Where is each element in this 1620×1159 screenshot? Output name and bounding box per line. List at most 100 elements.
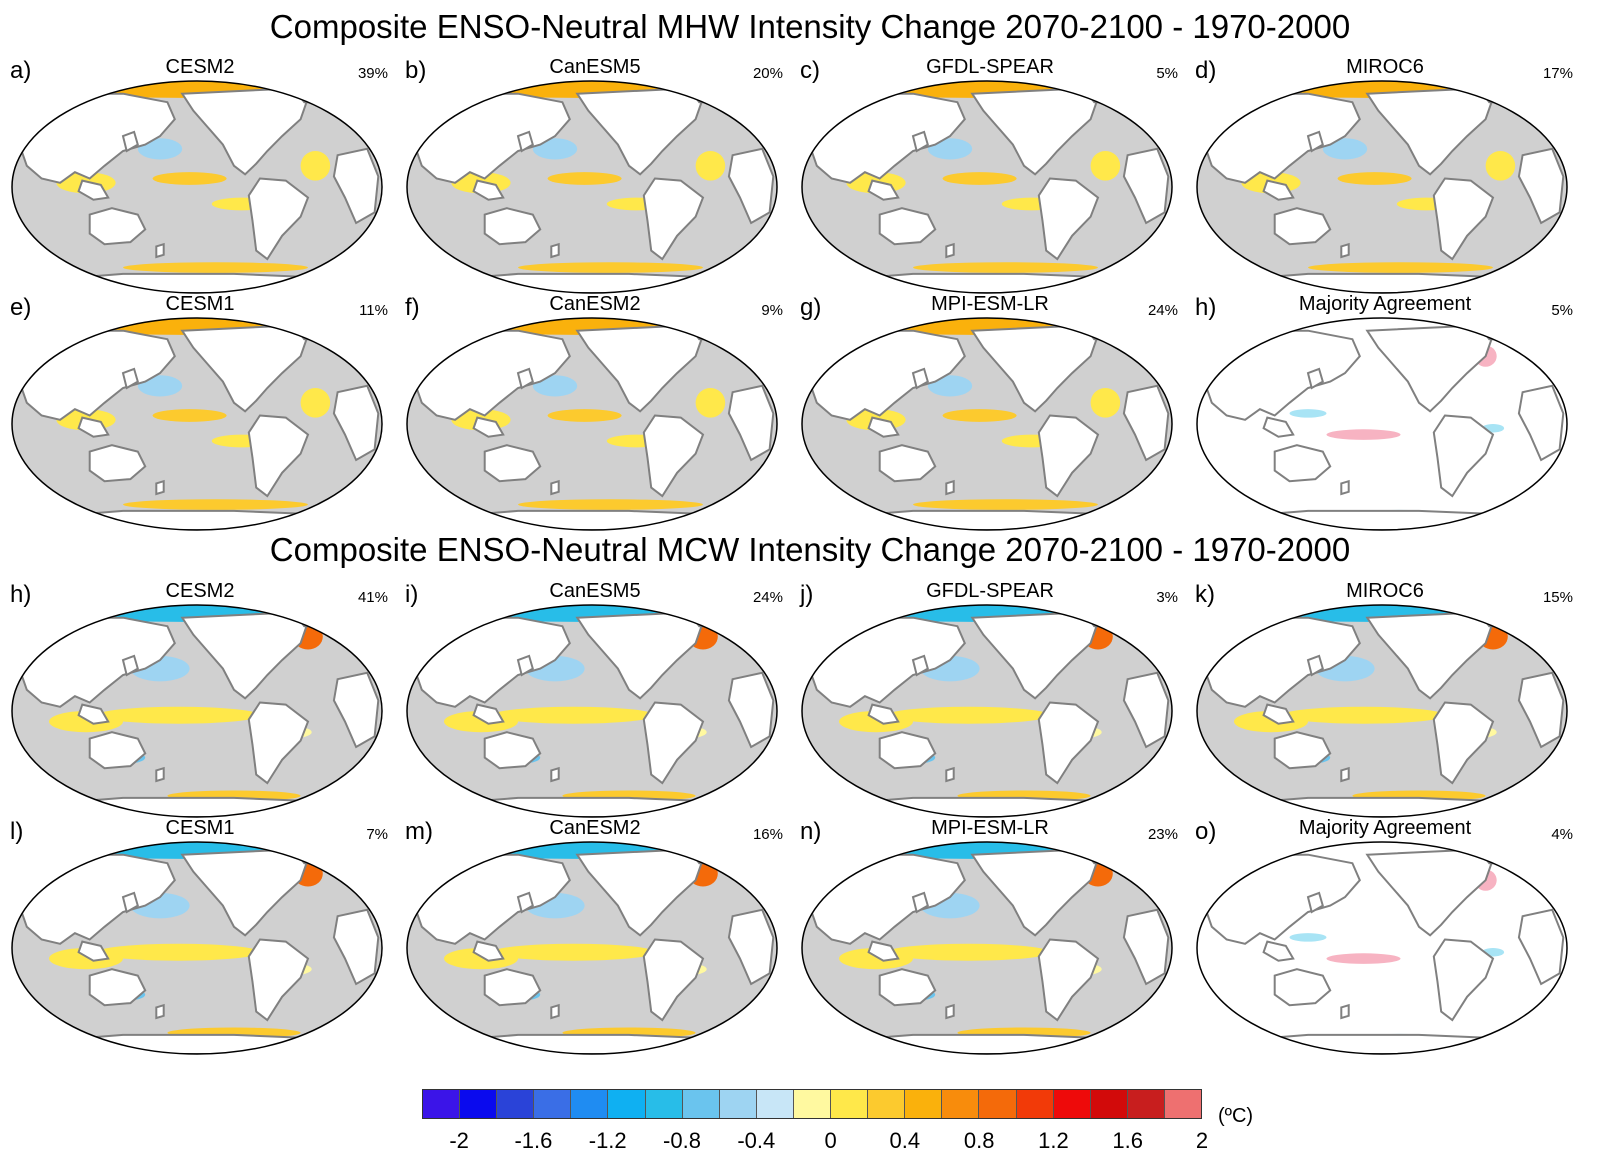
map-panel: d) MIROC6 17% [1195,56,1575,297]
colorbar-box [905,1090,943,1118]
panel-letter: k) [1195,581,1215,608]
continent-samerica [642,938,705,1022]
continent-antarctica [436,1033,734,1054]
continent-africa [727,908,775,986]
continent-japan [516,130,534,153]
colorbar-box [1016,1090,1054,1118]
continent-seasia [472,179,505,201]
world-map [11,317,383,531]
panel-model-name: Majority Agreement [1298,817,1472,839]
continent-antarctica [41,509,339,530]
panel-model-name: CESM1 [165,293,235,315]
continent-samerica [1037,414,1100,498]
continent-japan [1306,654,1324,677]
colorbar-tick-label: -2 [449,1128,469,1153]
anomaly-patch [1090,150,1121,181]
anomaly-patch [492,706,655,724]
continent-antarctica [831,1033,1129,1054]
continent-nz [155,766,165,783]
continent-samerica [247,177,310,261]
world-map [1196,317,1568,531]
continent-seasia [867,940,900,962]
panel-letter: i) [405,581,419,608]
colorbar-box [497,1090,535,1118]
anomaly-patch [695,387,726,418]
panel-letter: j) [800,581,814,608]
mhw-title: Composite ENSO-Neutral MHW Intensity Cha… [269,8,1351,45]
continent-antarctica [41,1033,339,1054]
continent-antarctica [436,509,734,530]
continent-africa [1122,908,1170,986]
continent-samerica [1037,938,1100,1022]
continent-australia [483,968,542,1007]
world-map [406,80,778,294]
continent-africa [1517,671,1565,749]
map-outline [801,604,1173,818]
anomaly-patch [518,262,703,273]
panel-area-percent: 11% [359,302,388,319]
continent-nz [155,1003,165,1020]
colorbar-box [682,1090,720,1118]
map-panel: f) CanESM2 9% [405,293,785,534]
world-map [801,841,1173,1055]
continent-japan [516,654,534,677]
anomaly-patch [1289,933,1327,942]
colorbar-tick-label: 0.8 [963,1128,995,1153]
anomaly-patch [97,706,260,724]
colorbar-tick-label: -1.6 [514,1128,553,1153]
map-outline [1196,841,1568,1055]
map-outline [406,604,778,818]
anomaly-patch [1485,150,1516,181]
map-panel: j) GFDL-SPEAR 3% [800,580,1180,821]
continent-antarctica [436,272,734,293]
continent-antarctica [1226,272,1524,293]
colorbar-box [756,1090,794,1118]
continent-antarctica [1226,509,1524,530]
anomaly-patch [123,499,308,510]
continent-nz [550,1003,560,1020]
continent-samerica [1037,701,1100,785]
colorbar-box [868,1090,906,1118]
map-outline [1196,604,1568,818]
continent-antarctica [831,272,1129,293]
panel-model-name: MIROC6 [1346,580,1424,602]
continent-seasia [1262,416,1295,438]
continent-seasia [1262,940,1295,962]
map-outline [801,317,1173,531]
panel-area-percent: 24% [752,589,783,606]
continent-australia [1273,731,1332,770]
world-map [1196,604,1568,818]
continent-australia [88,207,147,246]
colorbar-box [645,1090,683,1118]
world-map [11,80,383,294]
map-panel: h) Majority Agreement 5% [1195,293,1575,534]
world-map [406,604,778,818]
panel-model-name: GFDL-SPEAR [926,580,1054,602]
map-outline [1196,317,1568,531]
colorbar-unit: (ºC) [1218,1105,1254,1127]
colorbar-box [1090,1090,1128,1118]
anomaly-patch [1282,706,1445,724]
continent-africa [727,147,775,225]
colorbar-tick-label: 1.6 [1112,1128,1143,1153]
map-outline [406,317,778,531]
anomaly-patch [518,499,703,510]
map-outline [11,604,383,818]
panel-model-name: CESM2 [165,56,235,78]
continent-samerica [642,701,705,785]
map-panel: h) CESM2 41% [10,580,390,821]
continent-africa [332,384,380,462]
world-map [1196,80,1568,294]
continent-japan [1306,130,1324,153]
colorbar-box [793,1090,832,1118]
continent-africa [332,671,380,749]
continent-africa [1122,384,1170,462]
panel-area-percent: 23% [1147,826,1178,843]
continent-japan [911,130,929,153]
continent-seasia [77,416,110,438]
continent-nz [550,479,560,496]
panel-letter: a) [10,57,32,84]
map-panel: m) CanESM2 16% [405,817,785,1058]
panel-model-name: MIROC6 [1346,56,1424,78]
continent-antarctica [41,272,339,293]
